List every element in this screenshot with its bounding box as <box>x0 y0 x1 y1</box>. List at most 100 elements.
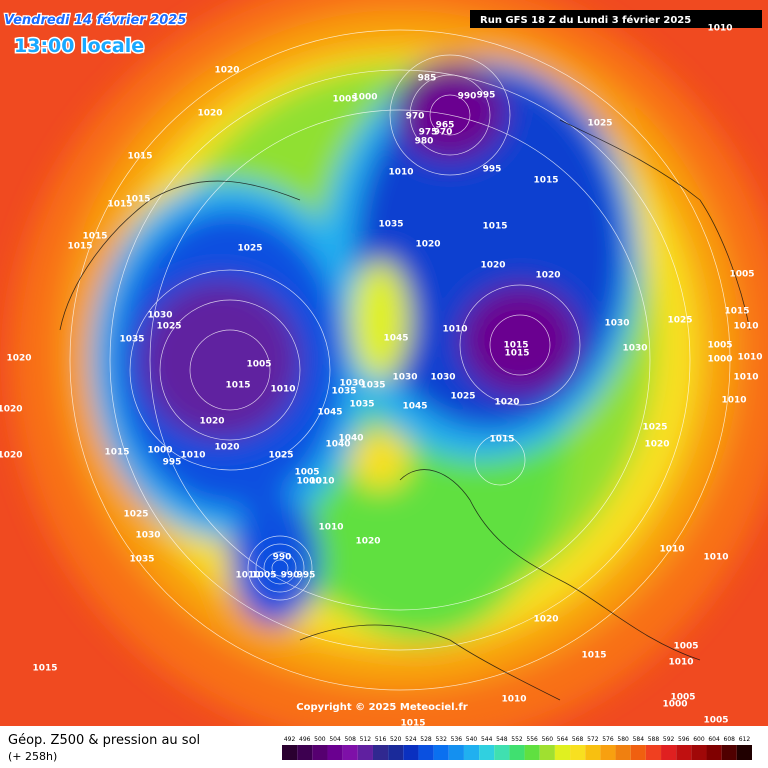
isobar-label: 1015 <box>82 232 107 242</box>
colorbar-swatch <box>312 745 328 760</box>
colorbar-swatch <box>721 745 737 760</box>
isobar-label: 1020 <box>480 261 505 271</box>
colorbar-label: 544 <box>481 736 493 743</box>
isobar-label: 1045 <box>317 408 342 418</box>
isobar-label: 1015 <box>724 307 749 317</box>
isobar-label: 1005 <box>251 571 276 581</box>
isobar-label: 1005 <box>707 341 732 351</box>
isobar-label: 1020 <box>214 66 239 76</box>
colorbar-swatch <box>418 745 434 760</box>
colorbar-label: 520 <box>390 736 402 743</box>
colorbar-swatch <box>706 745 722 760</box>
colorbar-swatch <box>630 745 646 760</box>
colorbar-label: 588 <box>648 736 660 743</box>
colorbar-swatch <box>645 745 662 760</box>
isobar-label: 1005 <box>332 95 357 105</box>
date: Vendredi 14 février 2025 <box>4 13 186 28</box>
colorbar-label: 584 <box>633 736 645 743</box>
colorbar-swatch <box>509 745 525 760</box>
isobar-label: 1015 <box>504 349 529 359</box>
isobar-label: 1010 <box>270 385 295 395</box>
isobar-label: 1005 <box>670 693 695 703</box>
isobar-label: 1020 <box>0 405 23 415</box>
colorbar-label: 556 <box>526 736 538 743</box>
colorbar-label: 492 <box>284 736 296 743</box>
isobar-label: 1010 <box>442 325 467 335</box>
isobar-label: 1010 <box>501 695 526 705</box>
colorbar-label: 552 <box>511 736 523 743</box>
colorbar-swatch <box>585 745 601 760</box>
isobar-label: 1000 <box>707 355 732 365</box>
colorbar-swatch <box>388 745 404 760</box>
isobar-label: 1000 <box>147 446 172 456</box>
colorbar-swatch <box>448 745 464 760</box>
isobar-label: 995 <box>163 458 182 468</box>
colorbar-label: 540 <box>466 736 478 743</box>
isobar-label: 990 <box>273 553 292 563</box>
colorbar-swatch <box>357 745 373 760</box>
isobar-label: 1020 <box>533 615 558 625</box>
isobar-label: 1020 <box>197 109 222 119</box>
colorbar-swatch <box>736 745 752 760</box>
isobar-label: 1015 <box>489 435 514 445</box>
isobar-label: 1005 <box>294 468 319 478</box>
isobar-label: 1000 <box>662 700 687 710</box>
isobar-label: 1025 <box>237 244 262 254</box>
isobar-label: 1010 <box>180 451 205 461</box>
forecast-lead: (+ 258h) <box>8 750 57 763</box>
isobar-label: 1030 <box>430 373 455 383</box>
colorbar-label: 592 <box>663 736 675 743</box>
isobar-label: 995 <box>483 165 502 175</box>
isobar-label: 1040 <box>338 434 363 444</box>
isobar-label: 990 <box>281 571 300 581</box>
isobar-label: 1035 <box>129 555 154 565</box>
colorbar-label: 596 <box>678 736 690 743</box>
colorbar-label: 564 <box>557 736 569 743</box>
isobar-label: 1000 <box>352 93 377 103</box>
isobar-label: 1015 <box>127 152 152 162</box>
isobar-label: 1025 <box>156 322 181 332</box>
isobar-label: 1025 <box>667 316 692 326</box>
colorbar-label: 532 <box>435 736 447 743</box>
isobar-label: 990 <box>458 92 477 102</box>
colorbar-swatch <box>479 745 495 760</box>
isobar-label: 1025 <box>450 392 475 402</box>
colorbar-label: 496 <box>299 736 311 743</box>
colorbar-swatch <box>494 745 510 760</box>
run-box <box>470 10 762 28</box>
isobar-label: 965 <box>436 121 455 131</box>
isobar-label: 1015 <box>482 222 507 232</box>
isobar-label: 1015 <box>107 200 132 210</box>
colorbar-label: 524 <box>405 736 417 743</box>
colorbar-label: 580 <box>617 736 629 743</box>
isobar-label: 1025 <box>268 451 293 461</box>
isobar-label: 980 <box>415 137 434 147</box>
isobar-label: 1025 <box>123 510 148 520</box>
colorbar-label: 500 <box>314 736 326 743</box>
colorbar-swatch <box>372 745 389 760</box>
isobar-label: 1020 <box>535 271 560 281</box>
isobar-label: 1005 <box>673 642 698 652</box>
isobar-label: 1045 <box>402 402 427 412</box>
colorbar-label: 600 <box>693 736 705 743</box>
isobar-label: 1020 <box>0 451 23 461</box>
isobar-label: 1010 <box>659 545 684 555</box>
field <box>0 0 768 726</box>
isobar-label: 1035 <box>378 220 403 230</box>
colorbar-label: 572 <box>587 736 599 743</box>
colorbar-label: 576 <box>602 736 614 743</box>
isobar-label: 1025 <box>642 423 667 433</box>
isobar-label: 1000 <box>296 477 321 487</box>
colorbar-label: 548 <box>496 736 508 743</box>
isobar-label: 1020 <box>644 440 669 450</box>
isobar-label: 995 <box>297 571 316 581</box>
colorbar-swatch <box>463 745 480 760</box>
isobar-label: 1030 <box>135 531 160 541</box>
isobar-label: 1035 <box>349 400 374 410</box>
isobar-label: 1015 <box>533 176 558 186</box>
isobar-label: 1025 <box>587 119 612 129</box>
isobar-label: 1005 <box>703 716 728 726</box>
colorbar-swatch <box>282 745 298 760</box>
colorbar-swatch <box>524 745 540 760</box>
colorbar-label: 508 <box>344 736 356 743</box>
